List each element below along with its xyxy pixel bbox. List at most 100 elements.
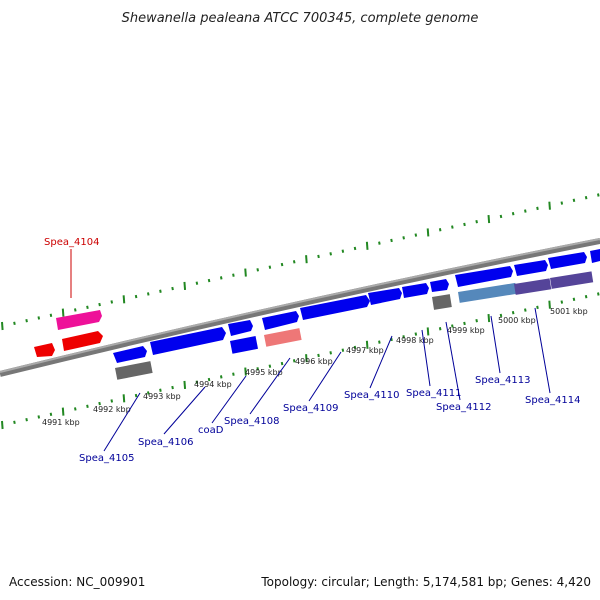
minor-tick — [134, 393, 138, 398]
minor-tick — [524, 308, 527, 312]
minor-tick — [232, 372, 235, 376]
minor-tick — [232, 273, 235, 277]
minor-tick — [475, 220, 478, 224]
tick-label: 4996 kbp — [295, 357, 333, 366]
gene-label[interactable]: Spea_4112 — [436, 402, 491, 413]
map-title: Shewanella pealeana ATCC 700345, complet… — [122, 11, 479, 26]
gene-feature-spea4105[interactable] — [113, 346, 147, 363]
gene-feature-gray-2[interactable] — [432, 294, 452, 310]
minor-tick — [390, 238, 393, 243]
gene-label[interactable]: Spea_4111 — [406, 388, 461, 399]
gene-feature-next-2[interactable] — [590, 249, 600, 263]
genome-summary-text: Topology: circular; Length: 5,174,581 bp… — [260, 575, 591, 589]
accession-text: Accession: NC_009901 — [9, 575, 145, 589]
gene-feature-spea4113[interactable] — [455, 266, 513, 287]
minor-tick — [219, 276, 223, 280]
gene-feature-coad[interactable] — [228, 320, 253, 336]
gene-leader-line — [369, 335, 393, 389]
gene-label[interactable]: Spea_4110 — [344, 390, 399, 401]
minor-tick — [463, 321, 466, 326]
minor-tick — [256, 268, 260, 272]
tick-label: 4992 kbp — [93, 405, 131, 414]
major-tick — [548, 300, 551, 309]
minor-tick — [572, 297, 576, 302]
tick-label: 4991 kbp — [42, 418, 80, 427]
tick-label: 5001 kbp — [550, 307, 588, 316]
gene-leader-line — [249, 357, 291, 415]
gene-feature-spea4109[interactable] — [300, 295, 370, 320]
gene-label[interactable]: Spea_4105 — [79, 453, 134, 464]
gene-leader-line — [490, 315, 501, 374]
major-tick — [122, 394, 126, 403]
gene-feature-spea4108[interactable] — [262, 311, 299, 330]
minor-tick — [536, 206, 539, 211]
minor-tick — [378, 241, 381, 245]
gene-leader-line — [103, 392, 141, 452]
minor-tick — [159, 289, 162, 293]
minor-tick — [402, 236, 405, 240]
minor-tick — [13, 420, 16, 425]
minor-tick — [292, 359, 296, 363]
minor-tick — [37, 316, 41, 320]
gene-feature-spea4108-lower[interactable] — [264, 328, 302, 347]
minor-tick — [219, 375, 223, 379]
major-tick — [183, 380, 187, 389]
gene-leader-line — [445, 321, 461, 401]
inner-tick-track — [1, 292, 600, 430]
minor-tick — [597, 292, 600, 296]
gene-feature-next-1[interactable] — [548, 252, 587, 269]
minor-tick — [25, 417, 28, 422]
gene-label[interactable]: coaD — [198, 425, 224, 436]
minor-tick — [317, 353, 320, 358]
minor-tick — [25, 318, 28, 323]
tick-label: 4995 kbp — [245, 368, 283, 377]
minor-tick — [560, 201, 564, 205]
minor-tick — [134, 294, 138, 299]
gene-label[interactable]: Spea_4113 — [475, 375, 530, 386]
gene-feature-steel[interactable] — [458, 282, 518, 303]
gene-label[interactable]: Spea_4109 — [283, 403, 338, 414]
minor-tick — [378, 340, 381, 344]
minor-tick — [49, 313, 53, 318]
gene-feature-spea4112[interactable] — [430, 279, 449, 292]
major-tick — [183, 281, 187, 290]
major-tick — [426, 228, 430, 237]
gene-labels: Spea_4104 Spea_4105 Spea_4106 coaDSpea_4108… — [44, 237, 580, 464]
gene-feature-purple-2[interactable] — [550, 271, 594, 289]
minor-tick — [584, 294, 588, 299]
gene-label[interactable]: Spea_4114 — [525, 395, 580, 406]
tick-label: 4994 kbp — [194, 380, 232, 389]
gene-feature-coad-lower[interactable] — [230, 336, 259, 354]
minor-tick — [159, 388, 162, 392]
tick-label: 4998 kbp — [396, 336, 434, 345]
minor-tick — [451, 225, 454, 229]
gene-leader-line — [308, 351, 342, 402]
minor-tick — [524, 209, 527, 213]
gene-feature-spea4114[interactable] — [514, 260, 548, 276]
gene-feature-spea4104[interactable] — [56, 310, 102, 330]
major-tick — [487, 313, 491, 323]
gene-label[interactable]: Spea_4108 — [224, 416, 279, 427]
minor-tick — [317, 254, 320, 259]
gene-leader-line — [421, 329, 431, 387]
gene-feature-purple-1[interactable] — [514, 278, 552, 295]
gene-feature-reverse-1[interactable] — [34, 343, 55, 357]
minor-tick — [207, 377, 211, 382]
gene-feature-spea4111[interactable] — [402, 283, 429, 298]
gene-feature-spea4106[interactable] — [150, 327, 226, 355]
gene-label[interactable]: Spea_4106 — [138, 437, 193, 448]
gene-label[interactable]: Spea_4104 — [44, 237, 99, 248]
minor-tick — [402, 335, 405, 339]
gene-feature-gray-1[interactable] — [115, 361, 153, 380]
minor-tick — [341, 249, 345, 253]
major-tick — [244, 367, 247, 376]
major-tick — [365, 241, 369, 250]
major-tick — [1, 420, 4, 430]
gene-feature-spea4110[interactable] — [368, 288, 402, 305]
gene-feature-reverse-2[interactable] — [62, 331, 103, 351]
minor-tick — [171, 385, 174, 390]
minor-tick — [110, 300, 114, 304]
minor-tick — [499, 214, 503, 219]
minor-tick — [86, 305, 89, 309]
